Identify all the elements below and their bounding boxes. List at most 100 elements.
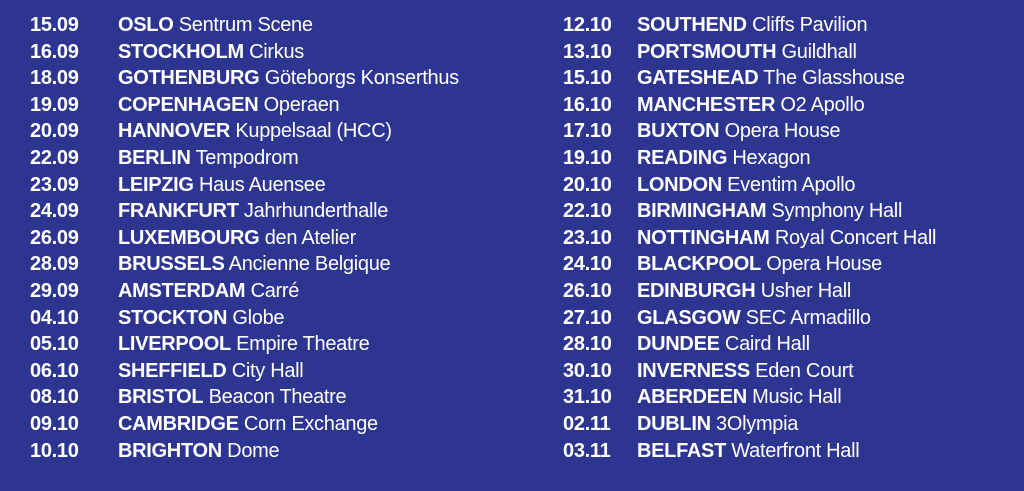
city: INVERNESS <box>637 359 750 382</box>
location: LEIPZIG Haus Auensee <box>118 172 326 199</box>
location: GATESHEAD The Glasshouse <box>637 65 905 92</box>
venue: Haus Auensee <box>198 173 326 196</box>
date: 22.10 <box>563 200 612 223</box>
date: 16.10 <box>563 93 612 116</box>
venue: Eden Court <box>755 359 854 382</box>
city: LONDON <box>637 173 722 196</box>
venue: Cirkus <box>249 40 304 63</box>
city: BRIGHTON <box>118 439 222 462</box>
location: OSLO Sentrum Scene <box>118 12 313 39</box>
city: MANCHESTER <box>637 93 776 116</box>
location: PORTSMOUTH Guildhall <box>637 39 857 66</box>
date: 04.10 <box>30 306 79 329</box>
city: ABERDEEN <box>637 386 747 409</box>
city: BRISTOL <box>118 386 204 409</box>
location: INVERNESS Eden Court <box>637 358 854 385</box>
city: PORTSMOUTH <box>637 40 777 63</box>
date: 06.10 <box>30 359 79 382</box>
venue: The Glasshouse <box>763 67 905 90</box>
date: 08.10 <box>30 386 79 409</box>
date: 20.09 <box>30 120 79 143</box>
location: READING Hexagon <box>637 145 811 172</box>
location: LONDON Eventim Apollo <box>637 172 856 199</box>
location: BIRMINGHAM Symphony Hall <box>637 198 902 225</box>
venue: Operaen <box>263 93 340 116</box>
location: BRIGHTON Dome <box>118 438 280 465</box>
venue: Göteborgs Konserthus <box>264 67 459 90</box>
venue: Dome <box>227 439 280 462</box>
city: EDINBURGH <box>637 279 756 302</box>
date: 13.10 <box>563 40 612 63</box>
location: SHEFFIELD City Hall <box>118 358 304 385</box>
date: 16.09 <box>30 40 79 63</box>
venue: Eventim Apollo <box>727 173 856 196</box>
date: 02.11 <box>563 412 611 435</box>
venue: City Hall <box>231 359 304 382</box>
venue: Symphony Hall <box>771 200 903 223</box>
venue: Jahrhunderthalle <box>243 200 389 223</box>
city: COPENHAGEN <box>118 93 259 116</box>
date: 15.10 <box>563 67 612 90</box>
date: 19.10 <box>563 146 612 169</box>
location: BERLIN Tempodrom <box>118 145 299 172</box>
city: OSLO <box>118 14 174 36</box>
date: 24.09 <box>30 200 79 223</box>
venue: Hexagon <box>732 146 811 169</box>
location: NOTTINGHAM Royal Concert Hall <box>637 225 936 252</box>
venue: Corn Exchange <box>243 412 378 435</box>
location: GOTHENBURG Göteborgs Konserthus <box>118 65 459 92</box>
venue: Tempodrom <box>195 146 299 169</box>
date: 30.10 <box>563 359 612 382</box>
city: GATESHEAD <box>637 67 759 90</box>
city: LEIPZIG <box>118 173 194 196</box>
venue: Beacon Theatre <box>208 386 347 409</box>
city: DUBLIN <box>637 412 711 435</box>
venue: Royal Concert Hall <box>774 226 937 249</box>
city: LIVERPOOL <box>118 333 231 356</box>
venue: Waterfront Hall <box>731 439 860 462</box>
city: LUXEMBOURG <box>118 226 260 249</box>
city: STOCKHOLM <box>118 40 244 63</box>
location: STOCKHOLM Cirkus <box>118 39 304 66</box>
venue: Opera House <box>766 253 882 276</box>
city: CAMBRIDGE <box>118 412 239 435</box>
location: AMSTERDAM Carré <box>118 278 299 305</box>
venue: Carré <box>250 279 300 302</box>
city: STOCKTON <box>118 306 228 329</box>
city: SOUTHEND <box>637 14 747 36</box>
date: 28.10 <box>563 333 612 356</box>
date: 26.09 <box>30 226 79 249</box>
venue: Sentrum Scene <box>178 14 313 36</box>
date: 29.09 <box>30 279 79 302</box>
location: GLASGOW SEC Armadillo <box>637 305 871 332</box>
city: SHEFFIELD <box>118 359 227 382</box>
city: DUNDEE <box>637 333 720 356</box>
date: 27.10 <box>563 306 612 329</box>
city: HANNOVER <box>118 120 231 143</box>
date: 26.10 <box>563 279 612 302</box>
date: 05.10 <box>30 333 79 356</box>
venue: Opera House <box>724 120 841 143</box>
location: COPENHAGEN Operaen <box>118 92 340 119</box>
venue: Ancienne Belgique <box>228 253 391 276</box>
location: DUBLIN 3Olympia <box>637 411 798 438</box>
city: BRUSSELS <box>118 253 225 276</box>
date: 10.10 <box>30 439 79 462</box>
city: BLACKPOOL <box>637 253 761 276</box>
date: 28.09 <box>30 253 79 276</box>
location: BRUSSELS Ancienne Belgique <box>118 251 391 278</box>
location: MANCHESTER O2 Apollo <box>637 92 865 119</box>
city: GOTHENBURG <box>118 67 260 90</box>
venue: Music Hall <box>752 386 842 409</box>
date: 17.10 <box>563 120 612 143</box>
date: 31.10 <box>563 386 612 409</box>
city: BIRMINGHAM <box>637 200 767 223</box>
date: 18.09 <box>30 67 79 90</box>
date: 20.10 <box>563 173 612 196</box>
date: 19.09 <box>30 93 79 116</box>
city: GLASGOW <box>637 306 741 329</box>
location: EDINBURGH Usher Hall <box>637 278 851 305</box>
venue: Kuppelsaal (HCC) <box>235 120 392 143</box>
location: STOCKTON Globe <box>118 305 285 332</box>
date: 22.09 <box>30 146 79 169</box>
